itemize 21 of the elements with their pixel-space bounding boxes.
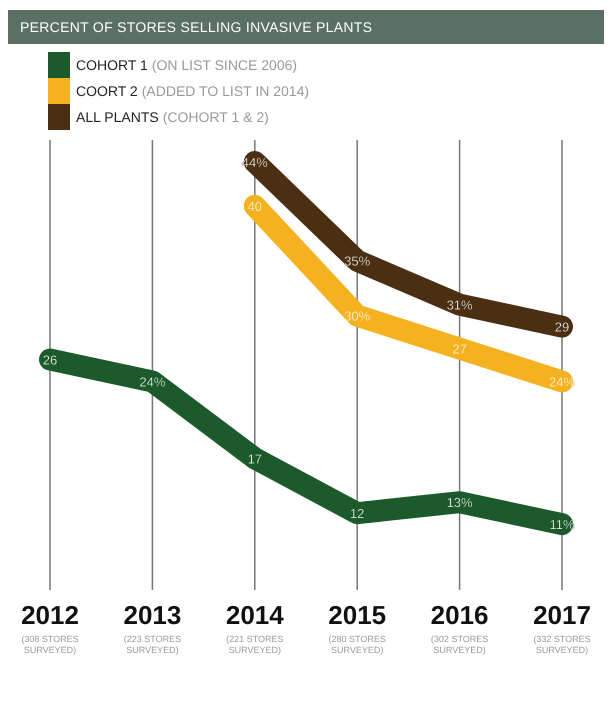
x-tick-label: 2012 (308 STORES SURVEYED) (21, 600, 79, 655)
data-label: 31% (446, 298, 474, 313)
data-label: 17 (248, 451, 262, 466)
data-label: 30% (344, 308, 371, 324)
data-label: 24% (139, 374, 166, 390)
data-label: 13% (446, 495, 474, 510)
data-label: 35% (344, 254, 371, 269)
chart-title: PERCENT OF STORES SELLING INVASIVE PLANTS (8, 10, 604, 44)
x-tick-label: 2014 (221 STORES SURVEYED) (226, 600, 284, 655)
legend-label: COHORT 1 (ON LIST SINCE 2006) (76, 57, 298, 73)
x-tick-label: 2015 (280 STORES SURVEYED) (328, 600, 386, 655)
x-tick-label: 2017 (332 STORES SURVEYED) (533, 600, 591, 655)
data-label: 29 (554, 320, 570, 335)
legend-label: COORT 2 (ADDED TO LIST IN 2014) (76, 83, 310, 99)
legend-label: ALL PLANTS (COHORT 1 & 2) (76, 109, 269, 125)
x-tick-label: 2013 (223 STORES SURVEYED) (123, 600, 182, 655)
data-label: 12 (350, 506, 364, 522)
data-label: 40 (248, 198, 262, 214)
data-label: 27 (452, 342, 467, 357)
data-label: 26 (42, 352, 58, 368)
x-tick-label: 2016 (302 STORES SURVEYED) (430, 600, 489, 655)
